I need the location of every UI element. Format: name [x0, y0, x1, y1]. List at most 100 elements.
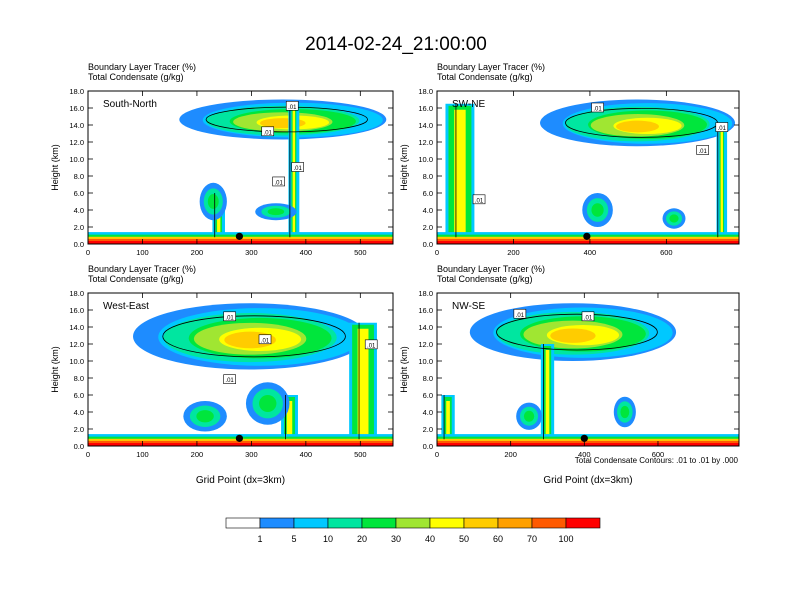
x-tick-label: 600: [652, 450, 665, 459]
cloud-cell: [196, 410, 214, 423]
colorbar-label: 10: [323, 534, 333, 544]
cloud-cell: [267, 208, 285, 216]
colorbar-label: 5: [291, 534, 296, 544]
contour-label-box: [291, 162, 304, 172]
y-tick-label: 12.0: [418, 340, 433, 349]
x-tick-label: 0: [435, 450, 439, 459]
panel-subtitle-line2: Total Condensate (g/kg): [437, 274, 533, 284]
column-core: [217, 199, 221, 244]
cloud-cell: [523, 410, 535, 422]
y-tick-label: 10.0: [69, 357, 84, 366]
tracer-field: [437, 293, 739, 446]
y-tick-label: 2.0: [74, 425, 84, 434]
y-tick-label: 6.0: [423, 391, 433, 400]
colorbar-cell: [463, 517, 499, 529]
panel-subtitle-line2: Total Condensate (g/kg): [88, 274, 184, 284]
x-tick-label: 200: [191, 248, 204, 257]
x-tick-label: 400: [300, 450, 313, 459]
contour-label-box: [591, 102, 604, 113]
plot-frame: [87, 292, 394, 447]
y-tick-label: 0.0: [74, 442, 84, 451]
contour-label-box: [364, 339, 378, 350]
colorbar-label: 50: [459, 534, 469, 544]
contour-label: .01: [699, 149, 708, 155]
panels: Boundary Layer Tracer (%)Total Condensat…: [50, 62, 740, 486]
tracer-field: [88, 91, 393, 244]
boundary-layer-band: [437, 443, 739, 446]
y-tick-label: 12.0: [69, 138, 84, 147]
y-tick-label: 10.0: [69, 155, 84, 164]
panel-subtitle-line1: Boundary Layer Tracer (%): [88, 264, 196, 274]
contour-label: .01: [294, 166, 303, 172]
column-core: [292, 109, 296, 244]
contour-label-box: [258, 334, 272, 345]
y-axis-label: Height (km): [50, 144, 60, 191]
colorbar-cell: [259, 517, 295, 529]
contour-label: .01: [367, 343, 376, 349]
y-tick-label: 14.0: [69, 121, 84, 130]
y-tick-label: 4.0: [74, 206, 84, 215]
contour-label-box: [513, 308, 527, 319]
y-tick-label: 8.0: [74, 374, 84, 383]
colorbar: 1 5 10 20 30 40 50 60 70 100: [225, 517, 601, 544]
contour-label: .01: [274, 180, 283, 186]
x-tick-label: 100: [136, 450, 149, 459]
panel-label: NW-SE: [452, 301, 485, 312]
x-tick-label: 300: [245, 450, 258, 459]
condensate-contour: [162, 315, 346, 358]
y-tick-label: 10.0: [418, 155, 433, 164]
y-tick-label: 18.0: [418, 87, 433, 96]
contour-label: .01: [718, 126, 727, 132]
panel-subtitle-line1: Boundary Layer Tracer (%): [437, 264, 545, 274]
y-tick-label: 4.0: [74, 408, 84, 417]
colorbar-cell: [497, 517, 533, 529]
y-tick-label: 4.0: [423, 206, 433, 215]
anvil-layer: [550, 328, 596, 343]
y-axis-label: Height (km): [50, 346, 60, 393]
column-core: [286, 401, 293, 446]
y-tick-label: 18.0: [69, 87, 84, 96]
x-tick-label: 500: [354, 248, 367, 257]
x-tick-label: 400: [300, 248, 313, 257]
y-tick-label: 2.0: [74, 223, 84, 232]
boundary-layer-band: [88, 443, 393, 446]
panel-subtitle-line1: Boundary Layer Tracer (%): [88, 62, 196, 72]
cloud-cell: [669, 214, 679, 223]
contour-label-box: [223, 311, 236, 322]
y-tick-label: 12.0: [418, 138, 433, 147]
x-tick-label: 300: [245, 248, 258, 257]
boundary-layer-band: [437, 241, 739, 244]
y-tick-label: 8.0: [74, 172, 84, 181]
y-tick-label: 14.0: [69, 323, 84, 332]
contour-label-box: [696, 145, 709, 155]
panel-subtitle-line2: Total Condensate (g/kg): [437, 72, 533, 82]
column-core: [720, 131, 723, 244]
colorbar-cell: [565, 517, 601, 529]
x-tick-label: 0: [435, 248, 439, 257]
contour-label-box: [261, 126, 275, 137]
y-tick-label: 0.0: [74, 240, 84, 249]
y-axis-label: Height (km): [399, 144, 409, 191]
x-tick-label: 600: [660, 248, 673, 257]
y-tick-label: 12.0: [69, 340, 84, 349]
colorbar-label: 40: [425, 534, 435, 544]
y-tick-label: 16.0: [418, 104, 433, 113]
panel-subtitle-line2: Total Condensate (g/kg): [88, 72, 184, 82]
y-tick-label: 6.0: [74, 391, 84, 400]
colorbar-cell: [395, 517, 431, 529]
contour-label: .01: [475, 198, 484, 204]
cloud-cell: [591, 203, 604, 217]
panel-west-east: Boundary Layer Tracer (%)Total Condensat…: [50, 264, 394, 486]
contour-label: .01: [593, 107, 602, 113]
y-tick-label: 2.0: [423, 425, 433, 434]
tracer-field: [88, 293, 393, 446]
x-axis-label: Grid Point (dx=3km): [543, 475, 632, 486]
colorbar-label: 20: [357, 534, 367, 544]
contour-label-box: [472, 194, 486, 205]
y-tick-label: 0.0: [423, 240, 433, 249]
colorbar-label: 60: [493, 534, 503, 544]
x-tick-label: 0: [86, 248, 90, 257]
colorbar-label: 1: [257, 534, 262, 544]
plot-frame: [87, 90, 394, 245]
